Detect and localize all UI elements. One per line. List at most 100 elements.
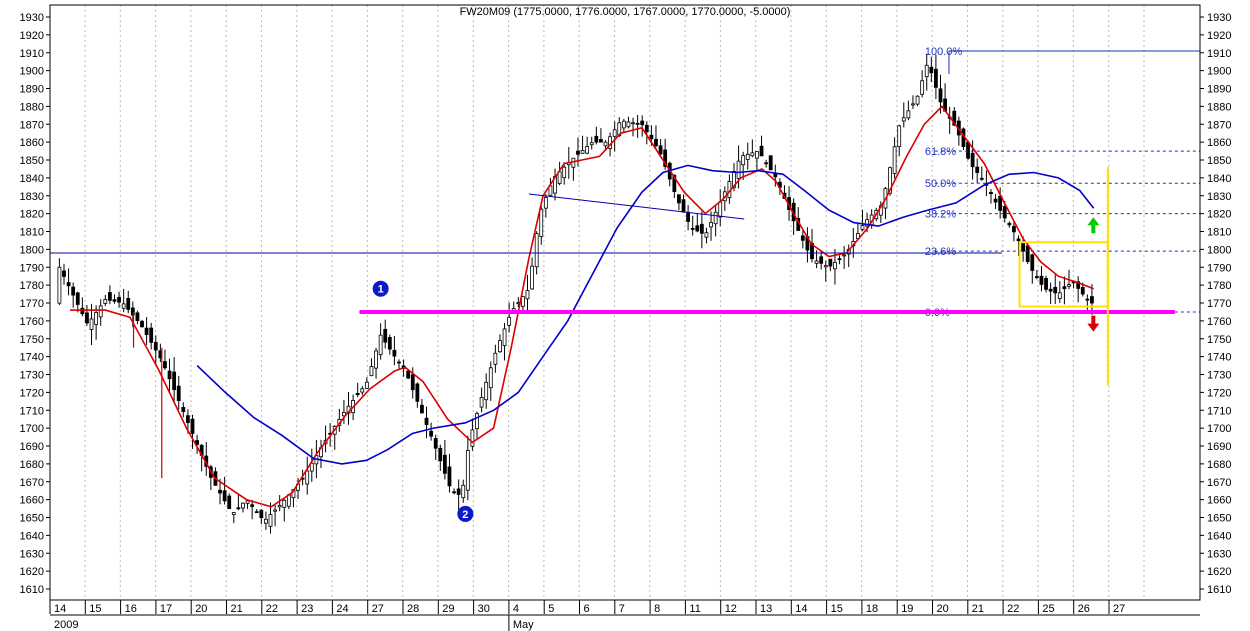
y-tick-label-right: 1610 [1207, 584, 1231, 596]
candle-body [268, 514, 273, 527]
candle-body [498, 340, 502, 353]
moving-average-slow [196, 164, 1095, 465]
candle-body [507, 316, 512, 326]
candle-body [502, 328, 507, 347]
y-tick-label-right: 1630 [1207, 548, 1231, 560]
up-arrow-icon [1087, 217, 1100, 234]
candle-body [993, 198, 998, 203]
x-day-label: 30 [478, 603, 490, 615]
candle-body [130, 307, 135, 316]
x-day-label: 22 [1007, 603, 1019, 615]
candle-body [112, 299, 117, 302]
candle-body [140, 320, 144, 328]
candle-body [89, 318, 94, 330]
candle-body [144, 327, 149, 335]
candle-body [264, 518, 268, 524]
y-tick-label-right: 1640 [1207, 530, 1231, 542]
y-tick-label-right: 1690 [1207, 441, 1231, 453]
candle-body [85, 312, 89, 324]
y-tick-label-left: 1720 [20, 387, 44, 399]
candle-body [713, 211, 718, 225]
candle-body [1076, 281, 1081, 289]
y-tick-label-right: 1920 [1207, 30, 1231, 42]
x-day-label: 19 [901, 603, 913, 615]
y-tick-label-left: 1840 [20, 173, 44, 185]
candle-body [282, 499, 287, 508]
y-tick-label-left: 1860 [20, 137, 44, 149]
y-tick-label-left: 1640 [20, 530, 44, 542]
candle-body [534, 233, 539, 268]
candle-body [107, 292, 112, 301]
candle-body [57, 266, 62, 304]
candle-body [98, 305, 103, 318]
y-tick-label-right: 1790 [1207, 262, 1231, 274]
candles [57, 53, 1094, 534]
candle-body [1016, 238, 1021, 242]
y-tick-label-left: 1900 [20, 66, 44, 78]
candle-body [562, 166, 567, 179]
candle-body [842, 254, 847, 257]
candle-body [833, 261, 837, 270]
candle-body [704, 232, 709, 238]
candle-body [397, 361, 401, 364]
candle-body [62, 270, 66, 277]
x-day-label: 23 [301, 603, 313, 615]
candle-body [1090, 296, 1094, 304]
candle-body [433, 437, 438, 449]
y-tick-label-right: 1670 [1207, 477, 1231, 489]
grid [84, 5, 1145, 600]
x-day-label: 15 [831, 603, 843, 615]
candle-body [938, 88, 943, 103]
candle-body [222, 490, 227, 502]
candle-body [892, 146, 897, 174]
candle-body [410, 374, 415, 391]
x-day-label: 8 [654, 603, 660, 615]
candle-body [484, 381, 489, 401]
candle-body [594, 135, 599, 143]
candle-body [888, 167, 892, 194]
candle-body [934, 68, 938, 88]
candle-body [126, 297, 131, 310]
moving-average-fast [70, 105, 1094, 508]
candle-body [309, 462, 314, 472]
candle-body [227, 495, 232, 509]
x-day-label: 27 [1113, 603, 1125, 615]
x-day-label: 16 [125, 603, 137, 615]
y-tick-label-left: 1830 [20, 191, 44, 203]
candle-body [364, 381, 369, 389]
candle-body [1012, 225, 1016, 233]
marker-label: 1 [378, 284, 384, 296]
y-tick-label-right: 1740 [1207, 352, 1231, 364]
candle-body [626, 121, 631, 128]
y-tick-label-left: 1700 [20, 423, 44, 435]
y-tick-label-left: 1740 [20, 352, 44, 364]
candle-body [759, 145, 764, 157]
candle-body [1034, 276, 1039, 279]
overlays: 100.0%61.8%50.0%38.2%23.6%0.0%12 [50, 46, 1200, 522]
y-tick-label-right: 1680 [1207, 459, 1231, 471]
candle-body [286, 494, 291, 507]
y-tick-label-left: 1850 [20, 155, 44, 167]
candle-body [640, 120, 645, 126]
candle-body [860, 225, 865, 230]
candle-body [718, 201, 723, 218]
candle-body [736, 160, 741, 179]
y-tick-label-left: 1800 [20, 244, 44, 256]
x-month-label: May [513, 619, 534, 631]
candle-body [1002, 206, 1007, 219]
candle-body [699, 223, 704, 234]
candle-body [690, 228, 695, 230]
candle-body [167, 370, 172, 380]
candle-body [681, 199, 686, 213]
candle-body [823, 265, 828, 268]
candle-body [599, 139, 603, 143]
candle-body [470, 429, 475, 447]
candle-body [236, 507, 241, 510]
candle-body [488, 367, 493, 389]
candle-body [897, 125, 902, 148]
y-tick-label-right: 1710 [1207, 405, 1231, 417]
candle-body [612, 129, 617, 137]
y-tick-label-left: 1690 [20, 441, 44, 453]
x-day-label: 27 [372, 603, 384, 615]
